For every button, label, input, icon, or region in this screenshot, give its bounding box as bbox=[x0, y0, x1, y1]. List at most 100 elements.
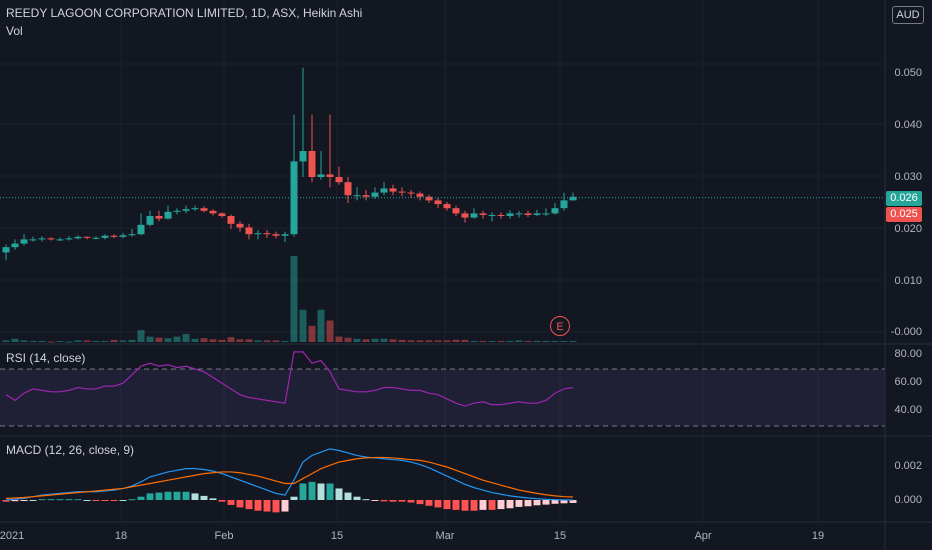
macd-histogram-bar bbox=[56, 499, 64, 501]
macd-histogram-bar bbox=[254, 500, 262, 511]
macd-histogram-bar bbox=[146, 493, 154, 500]
candle-body bbox=[416, 193, 424, 197]
volume-bar bbox=[263, 340, 271, 342]
rsi-tick-1: 60.00 bbox=[894, 376, 922, 388]
rsi-pane bbox=[0, 351, 885, 427]
candle-body bbox=[20, 239, 28, 244]
candle-body bbox=[209, 210, 217, 214]
candle-body bbox=[29, 239, 37, 241]
candle-body bbox=[263, 233, 271, 235]
price-tick-3: 0.020 bbox=[894, 223, 922, 235]
volume-bar bbox=[326, 320, 334, 342]
volume-bar bbox=[20, 340, 28, 342]
x-tick-5: 15 bbox=[553, 530, 567, 542]
candle-body bbox=[56, 239, 64, 241]
macd-histogram-bar bbox=[245, 500, 253, 510]
macd-histogram-bar bbox=[542, 500, 550, 505]
macd-histogram-bar bbox=[218, 500, 226, 502]
macd-pane bbox=[2, 448, 577, 513]
candle-body bbox=[254, 233, 262, 235]
macd-histogram-bar bbox=[281, 500, 289, 512]
candle-body bbox=[452, 208, 460, 214]
price-tick-2: 0.030 bbox=[894, 171, 922, 183]
macd-histogram-bar bbox=[389, 500, 397, 502]
candle-body bbox=[551, 208, 559, 214]
candle-body bbox=[173, 210, 181, 212]
volume-bar bbox=[452, 339, 460, 342]
currency-button[interactable]: AUD bbox=[892, 6, 924, 24]
volume-bar bbox=[146, 336, 154, 342]
candle-body bbox=[101, 235, 109, 238]
volume-bar bbox=[137, 330, 145, 342]
macd-histogram-bar bbox=[137, 496, 145, 500]
volume-bar bbox=[110, 339, 118, 342]
volume-bar bbox=[47, 341, 55, 343]
macd-histogram-bar bbox=[173, 491, 181, 500]
x-tick-3: 15 bbox=[330, 530, 344, 542]
candle-body bbox=[110, 235, 118, 237]
volume-bar bbox=[164, 338, 172, 342]
volume-bar bbox=[506, 340, 514, 342]
volume-bar bbox=[434, 340, 442, 342]
macd-histogram-bar bbox=[182, 491, 190, 500]
macd-histogram-bar bbox=[38, 499, 46, 501]
candle-body bbox=[407, 192, 415, 194]
price-candles bbox=[0, 67, 885, 261]
volume-bar bbox=[515, 340, 523, 342]
volume-bars bbox=[2, 256, 577, 343]
candle-body bbox=[569, 196, 577, 201]
volume-bar bbox=[416, 340, 424, 342]
volume-bar bbox=[74, 340, 82, 342]
volume-bar bbox=[407, 340, 415, 342]
volume-bar bbox=[272, 340, 280, 342]
macd-histogram-bar bbox=[272, 500, 280, 513]
candle-body bbox=[146, 216, 154, 225]
candle-body bbox=[497, 214, 505, 216]
volume-bar bbox=[281, 340, 289, 342]
macd-histogram-bar bbox=[569, 500, 577, 503]
macd-histogram-bar bbox=[29, 500, 37, 501]
volume-bar bbox=[191, 338, 199, 342]
volume-bar bbox=[470, 340, 478, 342]
candle-body bbox=[326, 174, 334, 177]
macd-histogram-bar bbox=[164, 491, 172, 500]
volume-bar bbox=[56, 340, 64, 342]
candle-body bbox=[83, 236, 91, 238]
macd-histogram-bar bbox=[236, 500, 244, 508]
rsi-line bbox=[5, 351, 574, 407]
volume-bar bbox=[569, 340, 577, 342]
volume-label: Vol bbox=[6, 24, 23, 38]
volume-bar bbox=[155, 337, 163, 342]
candle-body bbox=[389, 188, 397, 192]
earnings-marker[interactable]: E bbox=[550, 316, 570, 336]
candle-body bbox=[200, 208, 208, 211]
x-tick-7: 19 bbox=[811, 530, 825, 542]
candle-body bbox=[353, 195, 361, 197]
macd-histogram-bar bbox=[488, 500, 496, 510]
macd-histogram-bar bbox=[227, 500, 235, 505]
candle-body bbox=[371, 192, 379, 197]
macd-histogram-bar bbox=[11, 500, 19, 502]
price-tick-5: -0.000 bbox=[890, 326, 922, 338]
candle-body bbox=[344, 182, 352, 196]
candle-body bbox=[488, 214, 496, 216]
rsi-tick-2: 40.00 bbox=[894, 404, 922, 416]
macd-histogram-bar bbox=[425, 500, 433, 506]
candle-body bbox=[362, 195, 370, 197]
macd-histogram-bar bbox=[416, 500, 424, 505]
candle-body bbox=[128, 234, 136, 236]
candle-body bbox=[506, 213, 514, 216]
macd-histogram-bar bbox=[155, 492, 163, 500]
x-tick-4: Mar bbox=[435, 530, 455, 542]
candle-body bbox=[164, 211, 172, 219]
current-price-up-tag: 0.026 bbox=[886, 191, 922, 206]
volume-bar bbox=[443, 340, 451, 342]
volume-bar bbox=[65, 341, 73, 343]
x-tick-2: Feb bbox=[214, 530, 234, 542]
candle-body bbox=[227, 216, 235, 224]
volume-bar bbox=[380, 338, 388, 342]
macd-histogram-bar bbox=[101, 500, 109, 501]
candle-body bbox=[218, 213, 226, 216]
